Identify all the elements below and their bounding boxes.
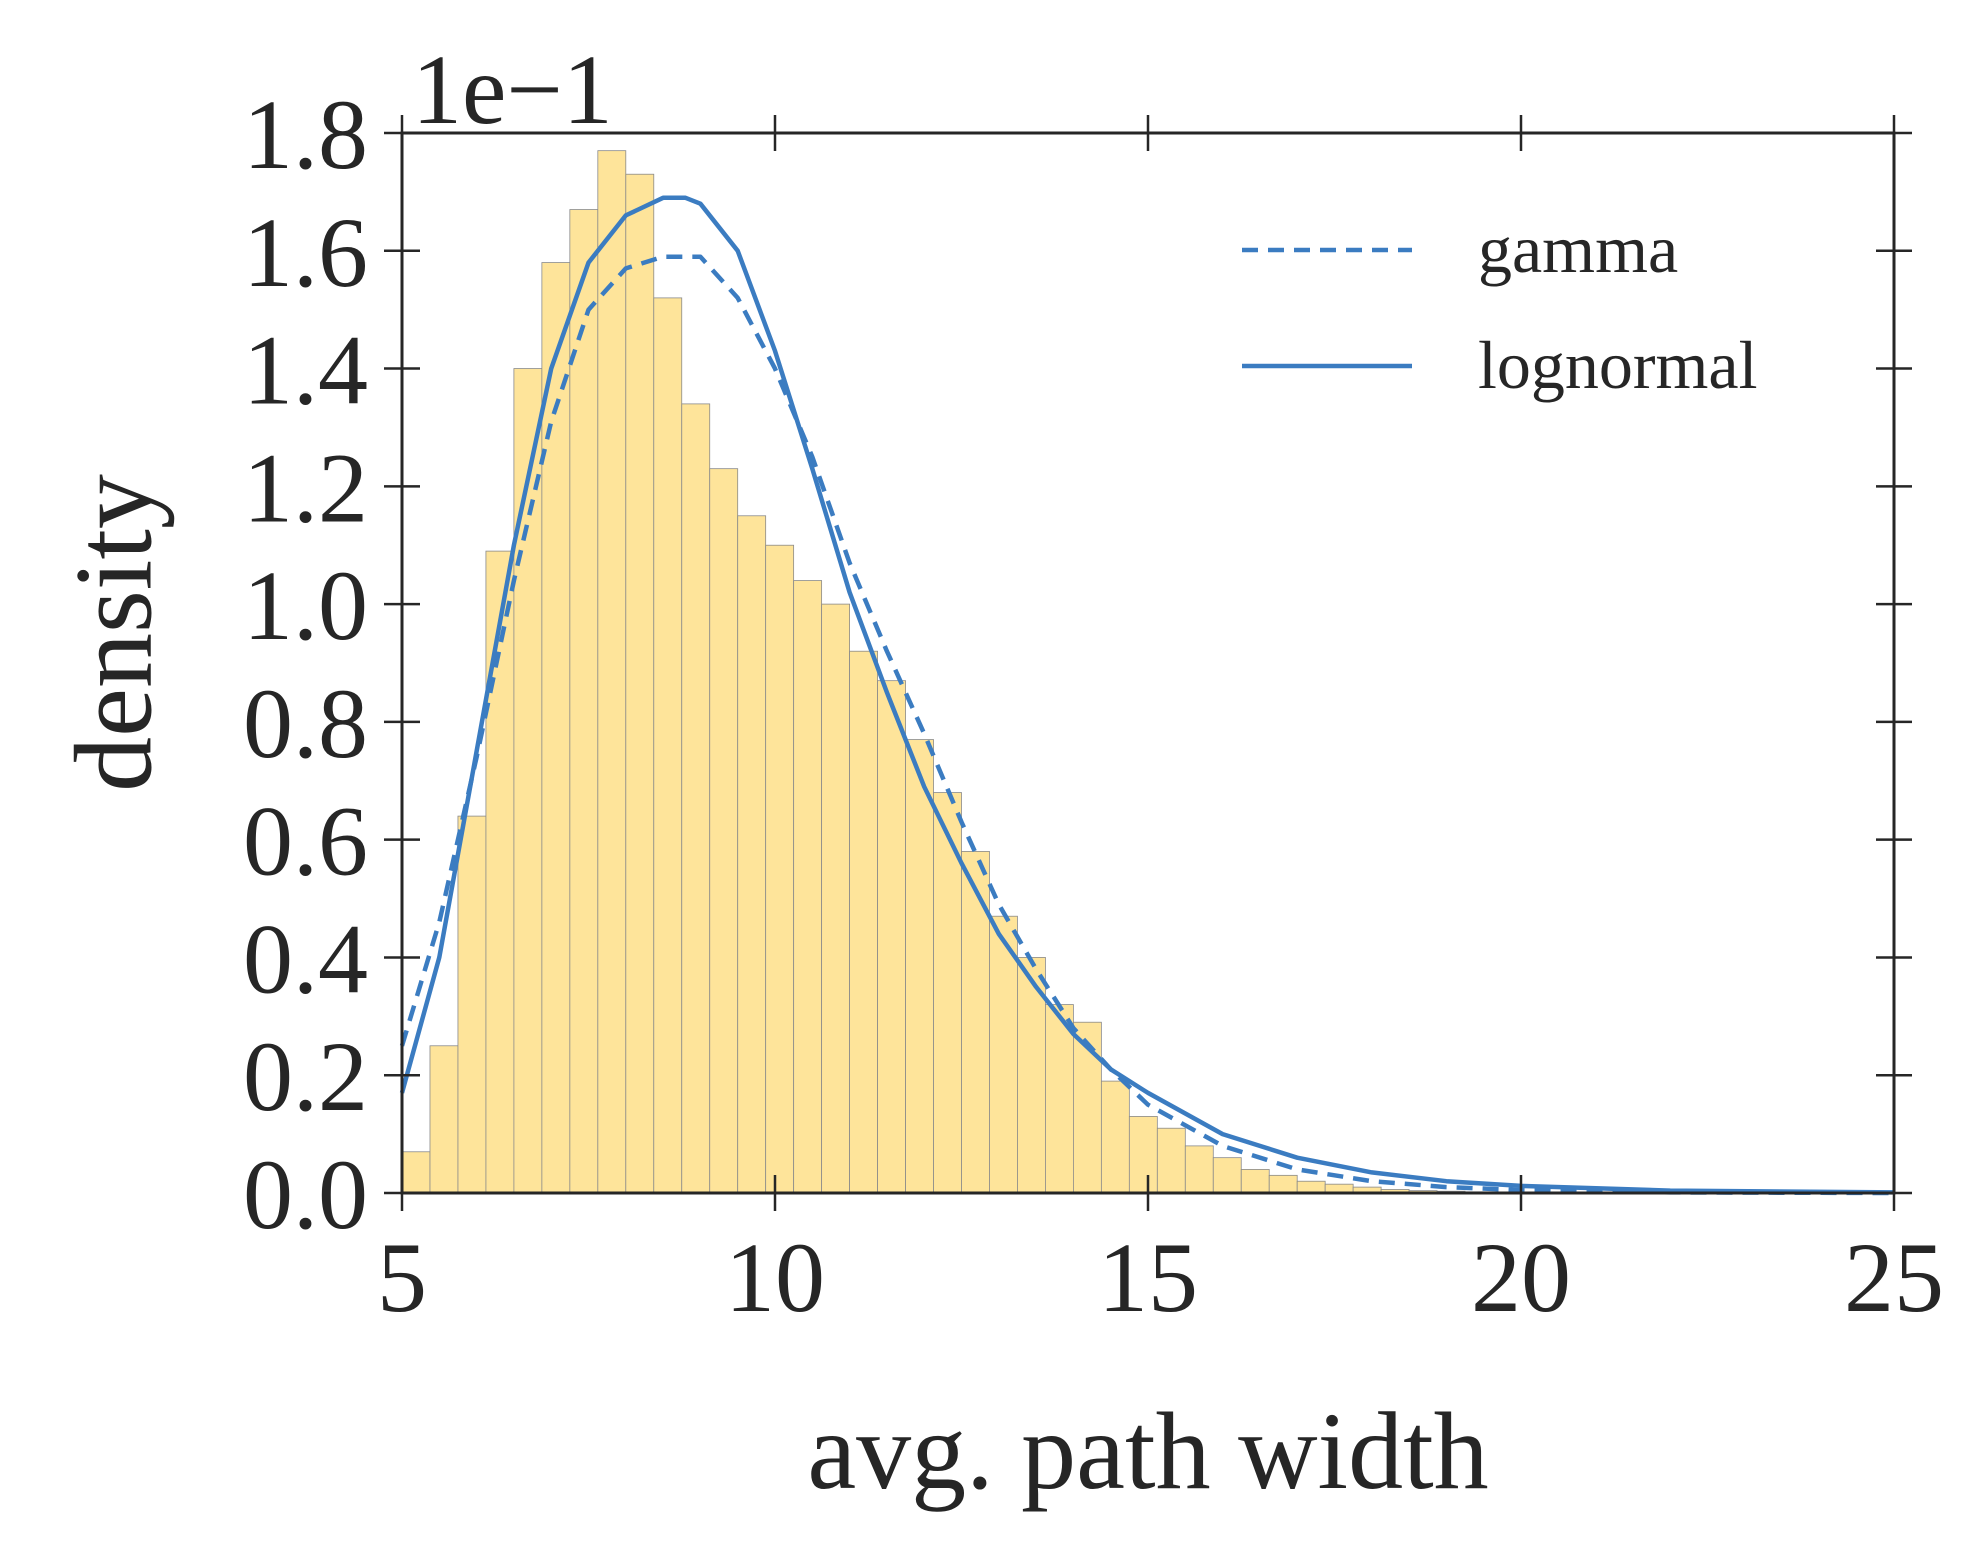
y-tick-label: 1.4 [243, 315, 368, 426]
histogram-bar [625, 173, 655, 1194]
fit-curves [399, 195, 1895, 1196]
x-tick-label: 15 [1098, 1222, 1198, 1333]
y-tick-label: 1.2 [243, 432, 368, 543]
y-tick-label: 0.6 [243, 786, 368, 897]
histogram-bar [821, 603, 851, 1194]
y-tick-label: 0.4 [243, 903, 368, 1014]
histogram-bar [1240, 1169, 1270, 1194]
x-tick-label: 20 [1471, 1222, 1571, 1333]
histogram-bar [877, 680, 906, 1194]
histogram-bar [401, 1151, 431, 1194]
histogram-bar [513, 368, 543, 1194]
legend-label-gamma: gamma [1478, 211, 1678, 287]
histogram-bar [1017, 957, 1046, 1194]
histogram-bar [765, 544, 795, 1194]
y-tick-label: 0.8 [243, 668, 368, 779]
histogram-bar [569, 209, 599, 1194]
y-tick-label: 1.0 [243, 550, 368, 661]
axis-ticks [384, 115, 1912, 1211]
y-scale-label: 1e−1 [412, 34, 613, 145]
gamma-curve [399, 254, 1895, 1196]
histogram-bar [1045, 1004, 1074, 1194]
x-axis-title: avg. path width [807, 1390, 1488, 1512]
histogram-bar [1184, 1145, 1214, 1194]
legend: gamma lognormal [1242, 211, 1758, 403]
histogram-bar [1128, 1116, 1158, 1194]
histogram-bar [1100, 1080, 1130, 1194]
histogram-bar [653, 297, 683, 1194]
y-tick-labels: 0.00.20.40.60.81.01.21.41.61.8 [243, 79, 368, 1250]
histogram-bar [1268, 1174, 1298, 1194]
y-tick-label: 0.0 [243, 1139, 368, 1250]
y-tick-label: 0.2 [243, 1021, 368, 1132]
y-axis-title: density [53, 474, 175, 792]
y-tick-label: 1.6 [243, 197, 368, 308]
lognormal-curve [399, 195, 1895, 1195]
legend-label-lognormal: lognormal [1478, 327, 1758, 403]
histogram-bar [989, 915, 1018, 1194]
histogram-bars [401, 150, 1550, 1194]
histogram-bar [709, 468, 739, 1194]
histogram-bar [737, 515, 767, 1194]
x-tick-label: 5 [377, 1222, 427, 1333]
histogram-bar [485, 550, 515, 1194]
x-tick-labels: 5 10 15 20 25 [377, 1222, 1944, 1333]
histogram-bar [793, 580, 823, 1194]
histogram-bar [1073, 1021, 1102, 1194]
histogram-bar [849, 650, 878, 1194]
x-tick-label: 10 [725, 1222, 825, 1333]
histogram-bar [905, 739, 934, 1194]
histogram-bar [429, 1045, 459, 1194]
histogram-bar [457, 815, 487, 1194]
histogram-bar [961, 851, 990, 1194]
histogram-bar [681, 403, 711, 1194]
y-tick-label: 1.8 [243, 79, 368, 190]
histogram-bar [933, 792, 962, 1194]
histogram-bar [1212, 1157, 1242, 1194]
x-tick-label: 25 [1844, 1222, 1944, 1333]
histogram-bar [1296, 1180, 1326, 1194]
histogram-bar [1156, 1127, 1186, 1194]
histogram-bar [597, 150, 627, 1194]
